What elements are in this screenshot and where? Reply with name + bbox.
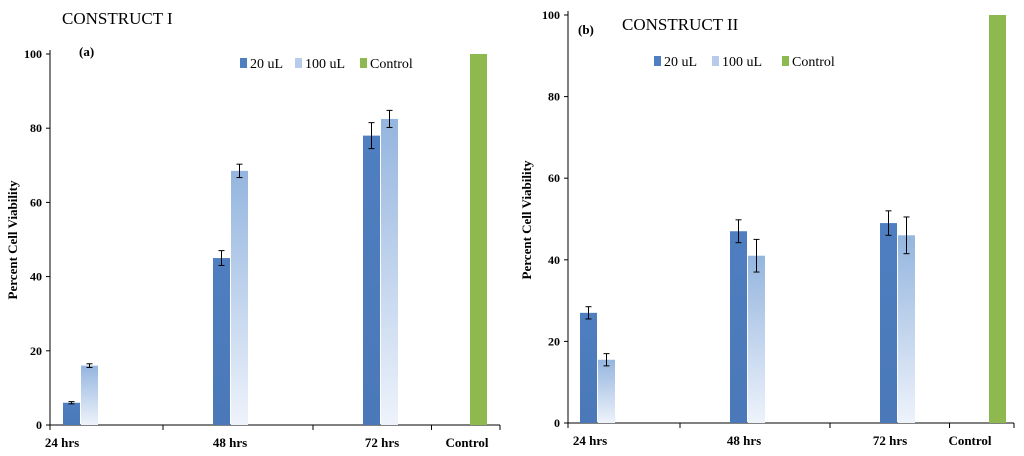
x-category-label: 72 hrs bbox=[873, 433, 907, 448]
bar-control bbox=[989, 15, 1006, 423]
y-tick-label: 0 bbox=[554, 416, 560, 430]
x-category-label: 48 hrs bbox=[213, 435, 247, 450]
x-category-label: 72 hrs bbox=[365, 435, 399, 450]
legend-swatch-20ul bbox=[240, 58, 247, 68]
chart-a-legend: 20 uL 100 uL Control bbox=[240, 57, 413, 72]
legend-label-control: Control bbox=[792, 55, 835, 70]
legend-label-100ul: 100 uL bbox=[722, 55, 762, 70]
y-tick-label: 40 bbox=[548, 253, 560, 267]
chart-b-title: CONSTRUCT II bbox=[622, 15, 739, 34]
chart-a-plot: 0 20 40 60 80 100 24 hrs 48 hrs 72 hrs Control bbox=[24, 47, 501, 450]
legend-label-20ul: 20 uL bbox=[250, 57, 283, 72]
chart-b-ylabel: Percent Cell Viability bbox=[519, 160, 534, 279]
chart-b-svg: CONSTRUCT II (b) Percent Cell Viability … bbox=[519, 8, 1015, 448]
chart-a-ylabel: Percent Cell Viability bbox=[5, 180, 20, 299]
chart-a-title: CONSTRUCT I bbox=[62, 9, 173, 28]
bar-100ul bbox=[898, 235, 915, 423]
chart-a-svg: CONSTRUCT I (a) Percent Cell Viability 2… bbox=[5, 9, 501, 450]
bar-20ul bbox=[213, 258, 230, 425]
y-tick-label: 80 bbox=[548, 90, 560, 104]
legend-swatch-20ul bbox=[654, 56, 661, 66]
legend-label-100ul: 100 uL bbox=[305, 57, 345, 72]
x-category-label: Control bbox=[948, 433, 991, 448]
bar-100ul bbox=[81, 365, 98, 425]
chart-b-plot: 0 20 40 60 80 100 24 hrs 48 hrs 72 hrs Control bbox=[542, 8, 1015, 448]
y-tick-label: 80 bbox=[30, 121, 42, 135]
legend-swatch-control bbox=[360, 58, 367, 68]
x-category-label: 48 hrs bbox=[727, 433, 761, 448]
y-tick-label: 100 bbox=[542, 8, 560, 22]
y-tick-label: 60 bbox=[30, 195, 42, 209]
legend-label-control: Control bbox=[370, 57, 413, 72]
chart-b-legend: 20 uL 100 uL Control bbox=[654, 55, 835, 70]
legend-swatch-100ul bbox=[712, 56, 719, 66]
chart-panel-b: CONSTRUCT II (b) Percent Cell Viability … bbox=[512, 0, 1024, 456]
chart-a-panel-label: (a) bbox=[79, 44, 94, 59]
y-tick-label: 0 bbox=[36, 418, 42, 432]
y-tick-label: 20 bbox=[30, 344, 42, 358]
bar-20ul bbox=[363, 135, 380, 425]
y-tick-label: 20 bbox=[548, 334, 560, 348]
x-category-label: 24 hrs bbox=[45, 435, 79, 450]
bar-20ul bbox=[880, 223, 897, 423]
y-tick-label: 100 bbox=[24, 47, 42, 61]
legend-swatch-control bbox=[782, 56, 789, 66]
chart-panel-a: CONSTRUCT I (a) Percent Cell Viability 2… bbox=[5, 9, 501, 450]
bar-20ul bbox=[730, 231, 747, 423]
x-category-label: 24 hrs bbox=[573, 433, 607, 448]
chart-b-panel-label: (b) bbox=[578, 22, 594, 37]
bar-100ul bbox=[748, 255, 765, 423]
bar-20ul bbox=[63, 402, 80, 425]
legend-swatch-100ul bbox=[295, 58, 302, 68]
bar-control bbox=[470, 54, 487, 425]
bar-20ul bbox=[580, 312, 597, 423]
y-tick-label: 40 bbox=[30, 270, 42, 284]
bar-100ul bbox=[381, 118, 398, 426]
bar-100ul bbox=[231, 170, 248, 425]
x-category-label: Control bbox=[445, 435, 488, 450]
legend-label-20ul: 20 uL bbox=[664, 55, 697, 70]
bar-100ul bbox=[598, 359, 615, 423]
y-tick-label: 60 bbox=[548, 171, 560, 185]
